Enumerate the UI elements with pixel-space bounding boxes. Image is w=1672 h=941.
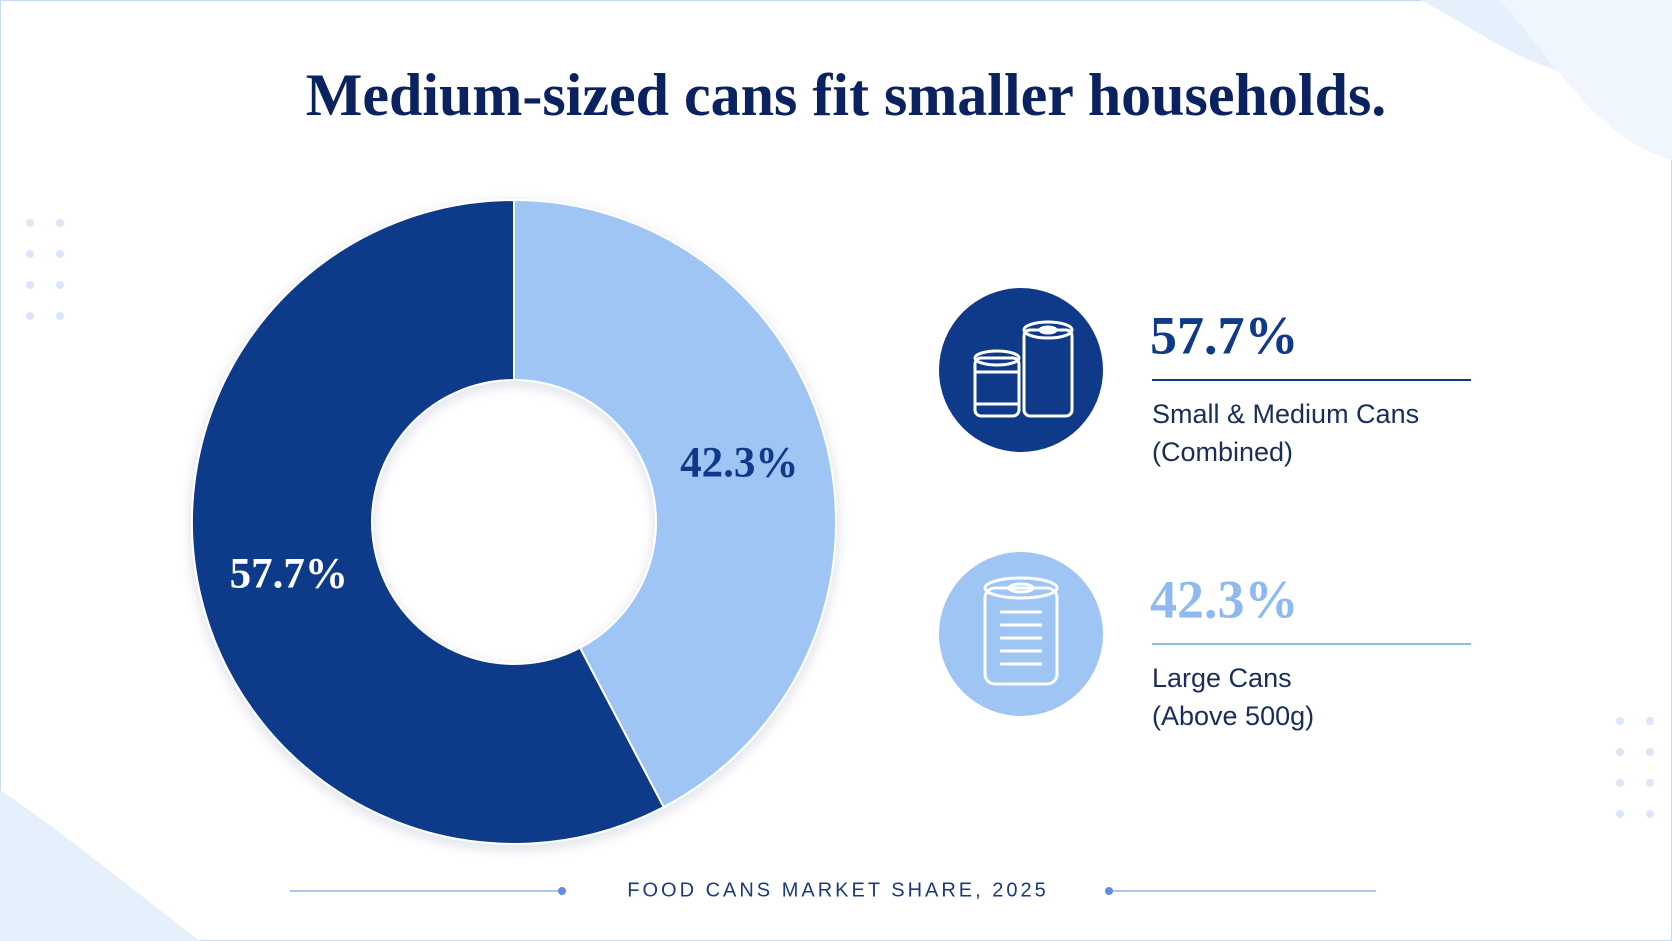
icon-bg bbox=[939, 288, 1103, 452]
dot-grid bbox=[26, 219, 1654, 818]
donut-slice bbox=[191, 198, 666, 845]
footer-dot bbox=[1105, 887, 1113, 895]
legend-label: Large Cans (Above 500g) bbox=[1152, 663, 1315, 731]
icon-bg bbox=[939, 552, 1103, 716]
legend-value: 57.7% bbox=[1150, 305, 1299, 365]
legend-label: Small & Medium Cans (Combined) bbox=[1152, 399, 1420, 467]
data-labels: 57.7% 42.3% bbox=[230, 439, 799, 597]
donut-slice bbox=[513, 198, 837, 809]
can-icon bbox=[973, 320, 1074, 418]
data-label: 57.7% bbox=[230, 550, 348, 597]
decor bbox=[1500, 0, 1672, 160]
footer-dot bbox=[558, 887, 566, 895]
legend: 57.7% 42.3% bbox=[1150, 305, 1471, 645]
legend-value: 42.3% bbox=[1150, 569, 1299, 629]
caption: FOOD CANS MARKET SHARE, 2025 bbox=[627, 879, 1049, 901]
donut bbox=[191, 198, 837, 845]
chart-title: Medium-sized cans fit smaller households… bbox=[306, 62, 1387, 128]
decor bbox=[0, 790, 200, 941]
data-label: 42.3% bbox=[680, 439, 798, 486]
can-icon bbox=[983, 576, 1059, 686]
